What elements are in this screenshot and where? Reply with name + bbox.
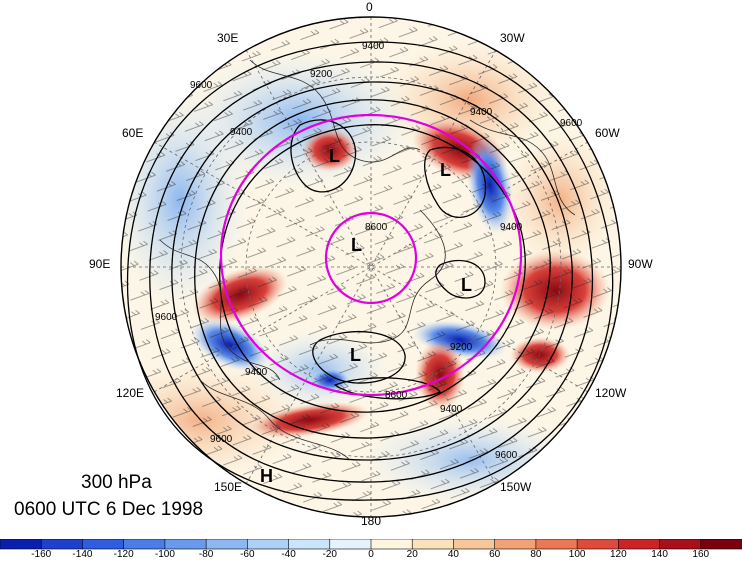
valid-time-caption: 0600 UTC 6 Dec 1998 (14, 499, 204, 520)
map-boundary (120, 16, 622, 518)
shaded-field (121, 17, 621, 517)
colorbar-tick-label: -120 (113, 549, 134, 560)
colorbar-tick-label: 40 (447, 549, 459, 560)
longitude-label-120w: 120W (595, 386, 627, 400)
contour-label: 9600 (560, 118, 583, 129)
colorbar-swatch (288, 539, 331, 550)
coastlines (159, 59, 576, 461)
longitude-label-60e: 60E (122, 126, 144, 140)
colorbar-tick-label: 100 (568, 549, 586, 560)
colorbar-tick-label: -100 (154, 549, 175, 560)
colorbar-swatch (370, 539, 414, 550)
contour-label: 9400 (470, 107, 493, 118)
colorbar-swatch (247, 539, 290, 550)
colorbar-tick-label: 140 (651, 549, 668, 560)
contour-label: 8600 (385, 390, 408, 401)
colorbar-swatch (82, 539, 125, 550)
contour-label: 9200 (450, 342, 473, 353)
pressure-level-caption: 300 hPa (81, 472, 152, 493)
colorbar-tick-label: 0 (368, 549, 374, 560)
polar-stereographic-map: 9400 9200 9600 9400 9600 9400 8600 9600 … (120, 16, 622, 518)
contour-label-group: 9400 9200 9600 9400 9600 9400 8600 9600 … (155, 41, 583, 461)
low-pressure-label: L (329, 146, 340, 166)
longitude-label-150e: 150E (214, 480, 243, 494)
magenta-rings (219, 113, 523, 397)
colorbar-swatch (164, 539, 207, 550)
colorbar-tick-label: -160 (31, 549, 52, 560)
high-pressure-label: H (260, 466, 273, 486)
colorbar-swatch (700, 539, 742, 550)
low-pressure-label: L (440, 160, 451, 180)
contour-label: 9400 (440, 404, 463, 415)
longitude-label-30w: 30W (500, 31, 525, 45)
contour-label: 9400 (245, 367, 268, 378)
contour-label: 9600 (495, 450, 518, 461)
colorbar-tick-label: -140 (72, 549, 93, 560)
contour-label: 9400 (500, 222, 523, 233)
colorbar-swatch (205, 539, 249, 550)
colorbar-swatch (411, 539, 455, 550)
contour-label: 9400 (230, 127, 253, 138)
longitude-label-150w: 150W (500, 480, 532, 494)
colorbar-tick-label: -80 (198, 549, 214, 560)
colorbar-tick-label: -60 (240, 549, 255, 560)
colorbar-swatch (535, 539, 578, 550)
longitude-label-180: 180 (361, 514, 382, 528)
contour-label: 9600 (190, 80, 213, 91)
low-pressure-label: L (351, 235, 362, 255)
contour-label: 9400 (362, 41, 385, 52)
colorbar-tick-label: 20 (406, 549, 418, 560)
longitude-label-120e: 120E (116, 386, 145, 400)
longitude-label-0: 0 (366, 0, 373, 14)
low-pressure-label: L (350, 345, 361, 365)
low-pressure-label: L (461, 275, 472, 295)
colorbar-tick-label: -20 (322, 549, 337, 560)
longitude-label-90w: 90W (628, 257, 653, 271)
colorbar-tick-label: 120 (609, 549, 627, 560)
colorbar-swatch (659, 539, 702, 550)
colorbar-swatch (576, 539, 620, 550)
colorbar-tick-label: 160 (692, 549, 710, 560)
contour-label: 9600 (210, 434, 233, 445)
colorbar-tick-label: -40 (281, 549, 296, 560)
longitude-label-90e: 90E (89, 257, 111, 271)
colorbar-swatch (40, 539, 84, 550)
colorbar (0, 539, 742, 550)
longitude-label-60w: 60W (595, 126, 620, 140)
graticule (121, 17, 621, 517)
colorbar-swatch (329, 539, 372, 550)
colorbar-swatch (453, 539, 496, 550)
colorbar-swatch (123, 539, 166, 550)
longitude-label-30e: 30E (217, 31, 239, 45)
colorbar-tick-label: 60 (489, 549, 501, 560)
colorbar-swatch (494, 539, 537, 550)
contour-label: 9600 (155, 312, 178, 323)
contour-label: 8600 (365, 222, 388, 233)
colorbar-swatch (0, 539, 43, 550)
colorbar-swatch (618, 539, 661, 550)
colorbar-tick-label: 80 (530, 549, 542, 560)
pressure-system-group: L L L L L H (260, 146, 472, 486)
contour-label: 9200 (310, 69, 333, 80)
